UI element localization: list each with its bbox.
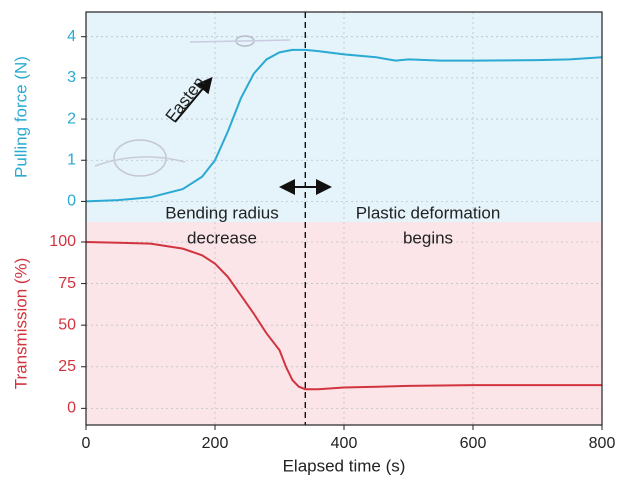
x-tick-label: 800 — [589, 435, 616, 452]
y-tick-label: 4 — [67, 28, 76, 45]
y-tick-label: 2 — [67, 110, 76, 127]
y-tick-label: 50 — [58, 316, 76, 333]
decorations — [94, 35, 332, 195]
y-tick-label: 100 — [49, 233, 76, 250]
x-tick-label: 600 — [460, 435, 487, 452]
y-tick-label: 1 — [67, 151, 76, 168]
annotation: Plastic deformation — [356, 203, 501, 222]
fasten-arrow — [174, 76, 213, 123]
y-tick-label: 0 — [67, 400, 76, 417]
plot-frame — [85, 11, 603, 426]
x-tick-label: 0 — [82, 435, 91, 452]
fiber-icon — [189, 39, 291, 43]
y-axis-label: Transmission (%) — [11, 258, 30, 390]
line-series — [85, 240, 602, 391]
y-tick-label: 75 — [58, 275, 76, 292]
y-tick-label: 3 — [67, 69, 76, 86]
fiber-icon — [94, 156, 186, 167]
annotation: begins — [403, 228, 453, 247]
x-axis-label: Elapsed time (s) — [283, 456, 406, 475]
x-tick-label: 200 — [202, 435, 229, 452]
y-axis-label: Pulling force (N) — [11, 56, 30, 178]
annotation: decrease — [187, 228, 257, 247]
y-tick-label: 0 — [67, 193, 76, 210]
y-tick-label: 25 — [58, 358, 76, 375]
x-tick-label: 400 — [331, 435, 358, 452]
annotation: Bending radius — [165, 203, 278, 222]
line-series — [85, 48, 603, 203]
